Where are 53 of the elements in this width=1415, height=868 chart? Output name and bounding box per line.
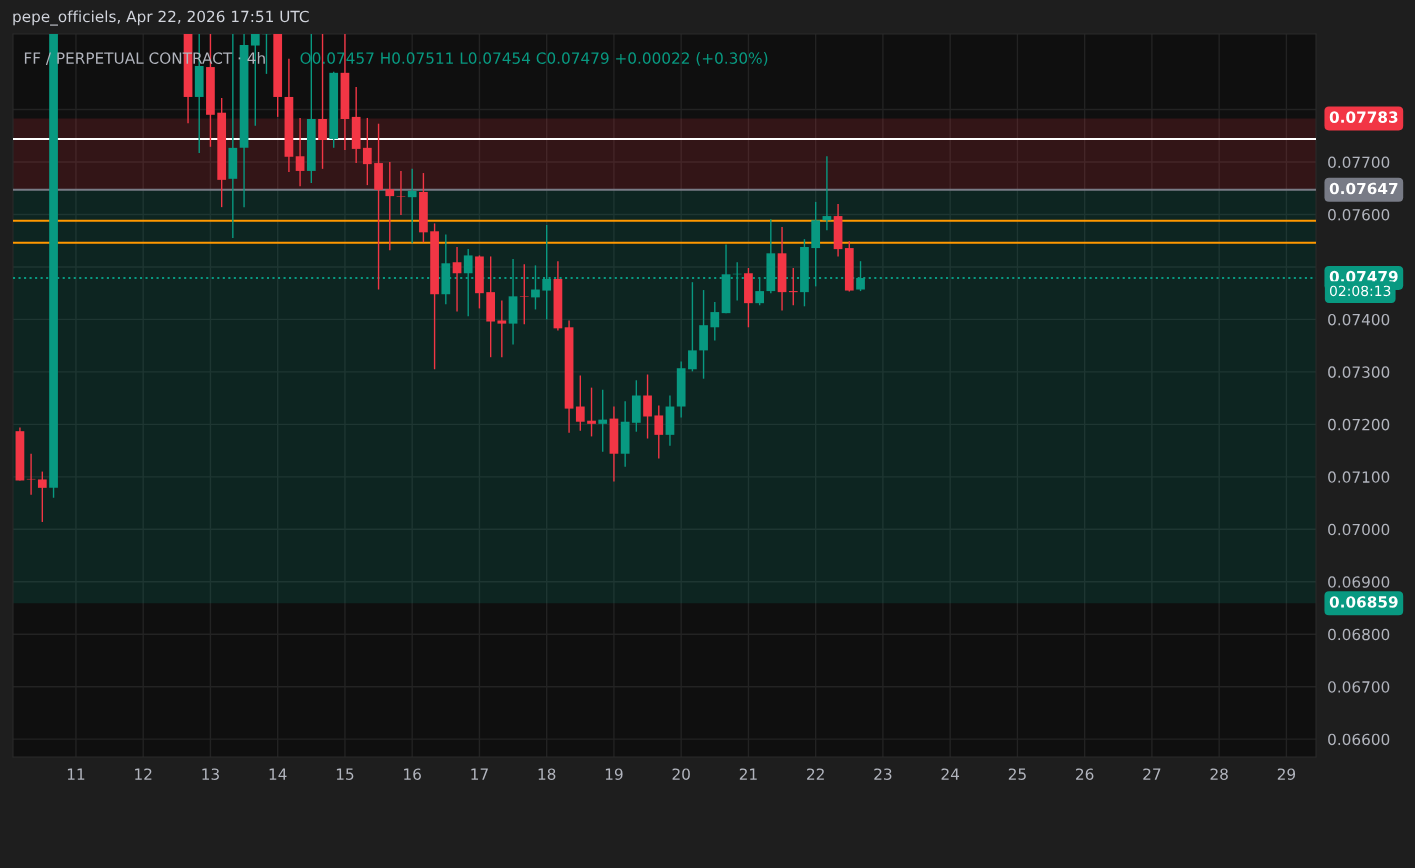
candlestick	[643, 373, 652, 440]
y-tick-label: 0.07400	[1328, 313, 1390, 326]
y-tick-label: 0.07300	[1328, 366, 1390, 378]
x-tick-label: 17	[471, 768, 488, 780]
band-label: 0.06859	[1329, 596, 1398, 608]
x-tick-label: 22	[807, 768, 824, 780]
y-tick-label: 0.07200	[1328, 418, 1390, 431]
x-tick-label: 21	[739, 768, 757, 780]
band-label: 0.07783	[1329, 111, 1398, 123]
candlestick	[497, 299, 507, 358]
y-tick-label: 0.06900	[1328, 576, 1390, 588]
candlestick	[598, 389, 608, 453]
x-tick-label: 13	[202, 768, 219, 780]
x-tick-label: 23	[874, 768, 892, 780]
y-tick-label: 0.06600	[1328, 733, 1390, 746]
text: 02:08:13	[1329, 285, 1391, 297]
x-tick-label: 14	[269, 768, 287, 780]
x-tick-label: 25	[1008, 768, 1026, 780]
ref-line-label: 0.07647	[1329, 182, 1398, 195]
candlestick	[407, 168, 417, 245]
candlestick	[295, 117, 305, 187]
x-tick-label: 24	[941, 768, 960, 780]
y-tick-label: 0.07100	[1328, 471, 1390, 483]
ref-line-label: 0.07479	[1329, 270, 1398, 283]
x-tick-label: 29	[1277, 768, 1296, 780]
x-tick-label: 11	[67, 768, 85, 780]
candlestick	[654, 404, 664, 460]
x-tick-label: 15	[336, 768, 354, 780]
candlestick	[385, 161, 395, 251]
candlestick	[587, 386, 596, 438]
y-tick-label: 0.07000	[1328, 523, 1390, 536]
candlestick	[710, 301, 720, 342]
x-tick-label: 16	[404, 768, 421, 780]
candlestick	[575, 374, 585, 432]
candlestick	[396, 170, 406, 216]
candlestick	[452, 246, 462, 313]
y-tick-label: 0.07600	[1328, 208, 1390, 221]
candlestick	[519, 263, 529, 325]
candlestick	[37, 470, 47, 523]
chart-title: pepe_officiels, Apr 22, 2026 17:51 UTC	[13, 10, 309, 26]
x-tick-label: 28	[1210, 768, 1228, 780]
y-tick-label: 0.07700	[1328, 156, 1390, 169]
x-tick-label: 20	[672, 768, 690, 780]
x-tick-label: 26	[1076, 768, 1094, 780]
candlestick	[362, 117, 372, 186]
candlestick	[788, 267, 798, 306]
x-tick-label: 19	[605, 768, 623, 780]
candlestick	[688, 281, 697, 373]
x-tick-label: 18	[538, 768, 556, 780]
x-tick-label: 27	[1143, 768, 1161, 780]
y-tick-label: 0.06700	[1328, 681, 1390, 693]
x-tick-label: 12	[135, 768, 152, 780]
y-tick-label: 0.06800	[1328, 628, 1390, 641]
